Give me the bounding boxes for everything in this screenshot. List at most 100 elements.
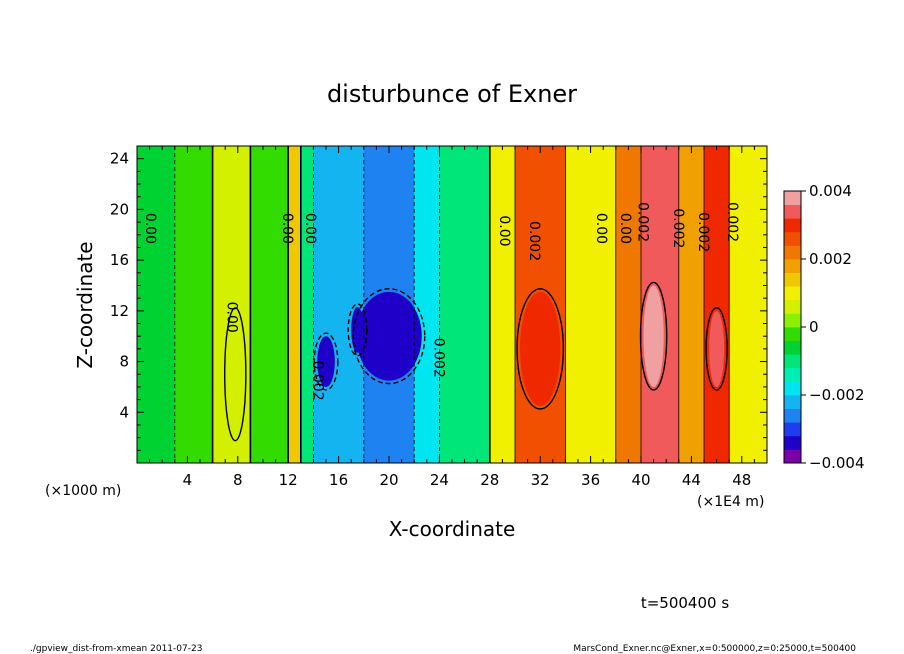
colorbar-swatch-16 bbox=[784, 231, 801, 246]
x-tick-label-44: 44 bbox=[682, 471, 701, 489]
y-axis-label: Z-coordinate bbox=[73, 241, 97, 368]
contour-blob-1 bbox=[313, 332, 339, 391]
y-tick-label-8: 8 bbox=[119, 353, 129, 371]
x-axis-label: X-coordinate bbox=[389, 517, 516, 541]
x-tick-label-8: 8 bbox=[233, 471, 243, 489]
region-17 bbox=[729, 146, 767, 463]
contour-labels: 0.00 0.00 0.00 0.00 0.002 0.002 0.00 0.002 0.00 0… bbox=[142, 202, 740, 401]
contour-label-12: 0.002 bbox=[695, 212, 711, 252]
region-0 bbox=[137, 146, 176, 463]
x-tick-label-36: 36 bbox=[581, 471, 600, 489]
x-tick-label-28: 28 bbox=[480, 471, 499, 489]
x-tick-label-16: 16 bbox=[329, 471, 348, 489]
colorbar-swatch-2 bbox=[784, 422, 801, 437]
colorbar-swatch-18 bbox=[784, 204, 801, 219]
footer-left: ./gpview_dist-from-xmean 2011-07-23 bbox=[30, 644, 202, 654]
contour-label-7: 0.002 bbox=[526, 221, 542, 261]
region-8 bbox=[414, 146, 440, 463]
colorbar-swatch-15 bbox=[784, 245, 801, 260]
y-tick-label-12: 12 bbox=[110, 302, 129, 320]
contour-blob-6 bbox=[224, 307, 247, 442]
colorbar-swatch-5 bbox=[784, 381, 801, 396]
colorbar-swatches bbox=[784, 191, 801, 464]
contour-label-10: 0.002 bbox=[634, 202, 650, 242]
contour-blob-2 bbox=[347, 303, 368, 357]
x-tick-label-48: 48 bbox=[732, 471, 751, 489]
x-axis-ticks: 4 8 12 16 20 24 28 32 36 40 44 48 bbox=[149, 146, 755, 489]
contour-blob-3 bbox=[516, 288, 565, 410]
y-tick-label-4: 4 bbox=[119, 403, 129, 421]
filled-regions bbox=[137, 146, 767, 463]
contour-label-6: 0.00 bbox=[496, 215, 512, 246]
contour-label-8: 0.00 bbox=[593, 213, 609, 244]
y-tick-label-16: 16 bbox=[110, 251, 129, 269]
filled-blobs bbox=[227, 285, 725, 438]
colorbar-ticks: 0.004 0.002 0 −0.002 −0.004 bbox=[801, 182, 865, 472]
contour-label-4: 0.002 bbox=[309, 361, 325, 401]
colorbar-tick-label-2: 0 bbox=[809, 318, 819, 336]
colorbar-swatch-1 bbox=[784, 435, 801, 450]
colorbar-swatch-11 bbox=[784, 299, 801, 314]
region-5 bbox=[300, 146, 314, 463]
x-tick-label-12: 12 bbox=[279, 471, 298, 489]
colorbar-swatch-14 bbox=[784, 259, 801, 273]
footer-right: MarsCond_Exner.nc@Exner,x=0:500000,z=0:2… bbox=[573, 644, 856, 654]
blob-4 bbox=[643, 285, 664, 387]
colorbar-swatch-13 bbox=[784, 272, 801, 287]
region-10 bbox=[489, 146, 516, 463]
x-unit-right: (×1E4 m) bbox=[697, 494, 764, 510]
contour-blob-4 bbox=[639, 281, 668, 391]
time-label: t=500400 s bbox=[641, 594, 729, 612]
region-16 bbox=[704, 146, 730, 463]
region-6 bbox=[313, 146, 365, 463]
contour-label-0: 0.00 bbox=[142, 213, 158, 244]
colorbar-swatch-0 bbox=[784, 449, 801, 464]
blob-0 bbox=[356, 291, 422, 381]
contour-label-1: 0.00 bbox=[279, 213, 295, 244]
x-tick-label-24: 24 bbox=[430, 471, 449, 489]
blob-2 bbox=[351, 307, 364, 353]
x-tick-label-32: 32 bbox=[531, 471, 550, 489]
colorbar-swatch-4 bbox=[784, 395, 801, 409]
contour-label-3: 0.00 bbox=[224, 302, 240, 333]
colorbar-swatch-6 bbox=[784, 367, 801, 382]
region-13 bbox=[615, 146, 642, 463]
region-9 bbox=[439, 146, 491, 463]
blob-6 bbox=[227, 310, 243, 438]
y-tick-label-24: 24 bbox=[110, 150, 129, 168]
colorbar: 0.004 0.002 0 −0.002 −0.004 bbox=[783, 182, 865, 472]
contour-blob-0 bbox=[352, 288, 426, 385]
colorbar-swatch-17 bbox=[784, 218, 801, 233]
y-axis-ticks: 4 8 12 16 20 24 bbox=[110, 150, 767, 451]
colorbar-tick-label-1: 0.002 bbox=[809, 250, 852, 268]
contour-blob-5 bbox=[705, 307, 728, 391]
colorbar-tick-label-3: −0.002 bbox=[809, 386, 865, 404]
blob-5 bbox=[709, 310, 725, 387]
colorbar-swatch-19 bbox=[784, 191, 801, 205]
region-12 bbox=[565, 146, 617, 463]
region-15 bbox=[678, 146, 705, 463]
y-tick-label-20: 20 bbox=[110, 200, 129, 218]
colorbar-swatch-9 bbox=[784, 327, 801, 341]
colorbar-swatch-12 bbox=[784, 286, 801, 301]
region-4 bbox=[288, 146, 302, 463]
chart-title: disturbunce of Exner bbox=[327, 80, 577, 108]
colorbar-swatch-10 bbox=[784, 313, 801, 328]
contour-label-11: 0.002 bbox=[670, 208, 686, 248]
contour-label-2: 0.00 bbox=[302, 213, 318, 244]
region-3 bbox=[250, 146, 289, 463]
x-tick-label-40: 40 bbox=[631, 471, 650, 489]
blob-3 bbox=[520, 291, 561, 406]
plot-area: 0.00 0.00 0.00 0.00 0.002 0.002 0.00 0.002 0.00 0… bbox=[137, 146, 767, 463]
x-unit-left: (×1000 m) bbox=[45, 483, 121, 499]
contour-lines bbox=[174, 146, 730, 463]
colorbar-swatch-8 bbox=[784, 340, 801, 355]
colorbar-tick-label-4: −0.004 bbox=[809, 454, 865, 472]
x-tick-label-4: 4 bbox=[183, 471, 193, 489]
contour-label-5: 0.002 bbox=[430, 338, 446, 378]
region-1 bbox=[174, 146, 214, 463]
contour-label-13: 0.002 bbox=[724, 202, 740, 242]
blob-1 bbox=[317, 336, 335, 387]
colorbar-swatch-3 bbox=[784, 408, 801, 423]
